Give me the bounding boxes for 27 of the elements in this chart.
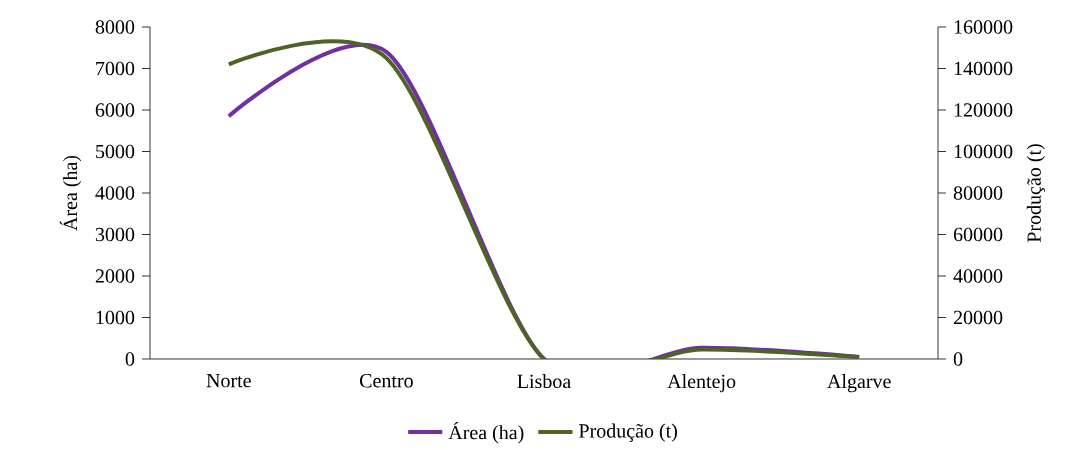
y2-tick-label: 0 [953,352,963,366]
y2-tick-label: 120000 [954,103,1013,117]
x-tick-label: Algarve [827,373,891,393]
legend-label: Produção (t) [579,423,677,442]
legend-label: Área (ha) [448,421,524,444]
y2-tick-label: 140000 [954,61,1013,76]
x-tick-label: Norte [206,374,251,388]
y2-tick-label: 100000 [954,144,1013,159]
x-tick-label: Lisboa [517,373,571,389]
y2-tick-label: 60000 [953,227,1003,242]
y2-tick-label: 20000 [953,310,1003,325]
x-tick-label: Centro [360,374,413,388]
y2-axis-title: Produção (t) [1026,144,1045,243]
y-tick-label: 2000 [95,269,135,283]
y-tick-label: 5000 [96,144,135,159]
y-tick-label: 7000 [96,61,135,76]
y-axis-title: Área (ha) [59,155,82,231]
x-tick-label: Alentejo [667,373,736,393]
y-tick-label: 3000 [95,227,135,242]
y-tick-label: 1000 [96,310,135,325]
y-tick-label: 4000 [95,186,135,200]
y-tick-label: 0 [125,352,135,366]
y-tick-label: 8000 [95,20,135,34]
y2-tick-label: 40000 [953,269,1003,283]
y2-tick-label: 160000 [954,20,1013,34]
y2-tick-label: 80000 [953,186,1003,200]
y-tick-label: 6000 [95,103,135,117]
